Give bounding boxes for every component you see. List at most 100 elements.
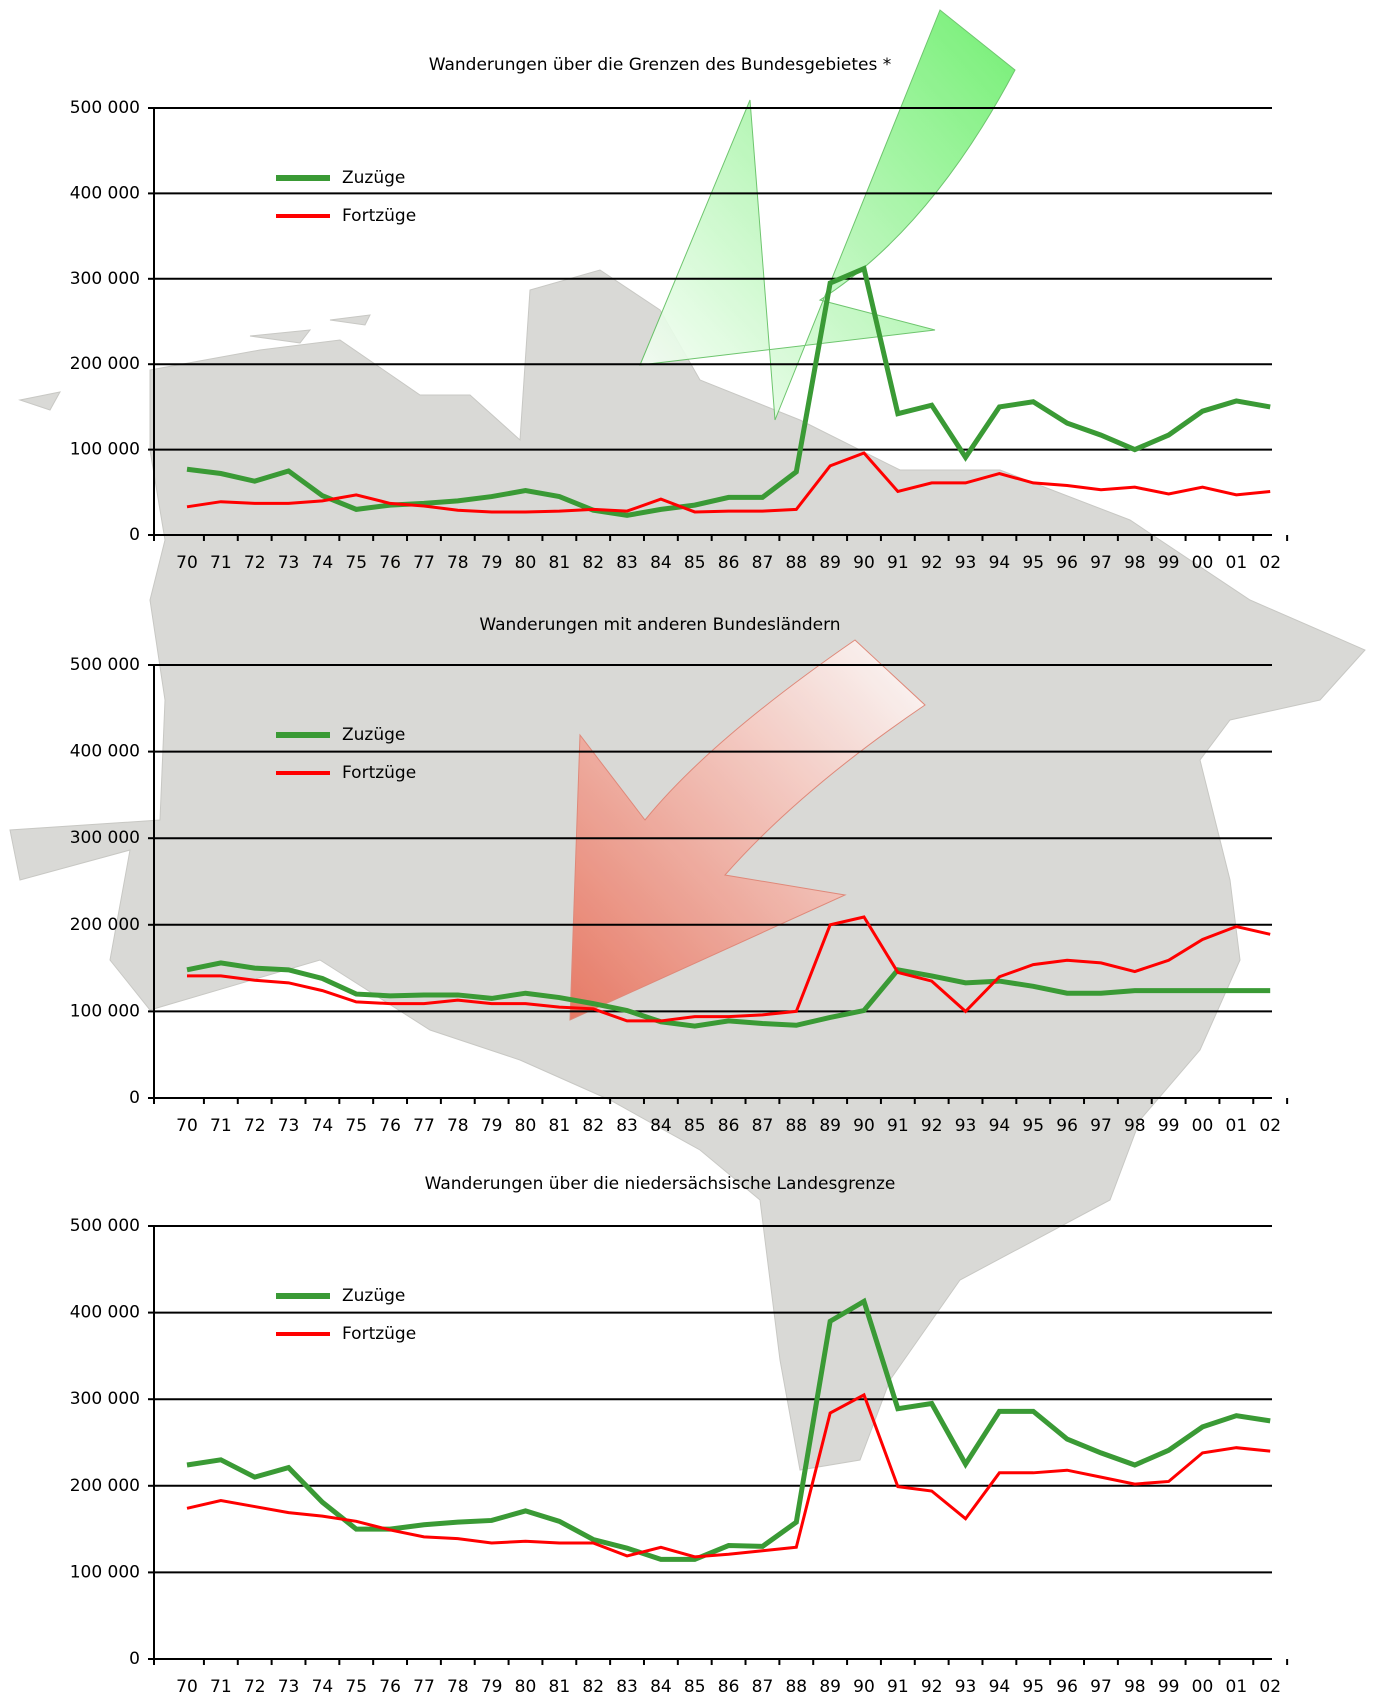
x-tick-label: 70 — [176, 1677, 198, 1697]
x-tick-label: 86 — [718, 1677, 740, 1697]
y-tick-label: 500 000 — [70, 98, 140, 118]
y-tick-label: 300 000 — [70, 269, 140, 289]
x-tick-label: 83 — [616, 553, 638, 573]
x-tick-label: 89 — [819, 553, 841, 573]
x-tick-label: 72 — [244, 553, 266, 573]
data-line — [186, 960, 1271, 1029]
data-line — [186, 265, 1271, 518]
y-tick-label: 500 000 — [70, 1216, 140, 1236]
x-tick-label: 85 — [684, 553, 706, 573]
y-tick-label: 400 000 — [70, 742, 140, 762]
y-tick-label: 400 000 — [70, 1303, 140, 1323]
x-tick-label: 86 — [718, 553, 740, 573]
x-tick-label: 98 — [1124, 553, 1146, 573]
x-tick-label: 74 — [312, 553, 334, 573]
x-tick-label: 96 — [1056, 1116, 1078, 1136]
x-tick-label: 88 — [785, 1116, 807, 1136]
x-tick-label: 02 — [1259, 1677, 1281, 1697]
x-tick-label: 79 — [481, 553, 503, 573]
x-tick-label: 70 — [176, 553, 198, 573]
legend-label: Zuzüge — [342, 725, 405, 745]
legend-label: Zuzüge — [342, 168, 405, 188]
x-tick-label: 71 — [210, 553, 232, 573]
data-line — [187, 915, 1271, 1023]
x-tick-label: 80 — [515, 1677, 537, 1697]
legend-label: Fortzüge — [342, 206, 416, 226]
x-tick-label: 72 — [244, 1677, 266, 1697]
x-tick-label: 02 — [1259, 553, 1281, 573]
y-tick-label: 0 — [129, 1088, 140, 1108]
x-tick-label: 98 — [1124, 1116, 1146, 1136]
y-tick-label: 200 000 — [70, 1476, 140, 1496]
y-tick-label: 300 000 — [70, 1389, 140, 1409]
data-line — [186, 1297, 1271, 1562]
x-tick-label: 91 — [887, 553, 909, 573]
green-arrow — [639, 9, 1016, 421]
x-tick-label: 94 — [989, 1677, 1011, 1697]
x-tick-label: 99 — [1158, 1677, 1180, 1697]
x-tick-label: 94 — [989, 553, 1011, 573]
x-tick-label: 93 — [955, 553, 977, 573]
x-tick-label: 83 — [616, 1677, 638, 1697]
y-tick-label: 300 000 — [70, 828, 140, 848]
x-tick-label: 93 — [955, 1677, 977, 1697]
x-tick-label: 91 — [887, 1116, 909, 1136]
y-tick-label: 100 000 — [70, 1562, 140, 1582]
x-tick-label: 88 — [785, 553, 807, 573]
x-tick-label: 74 — [312, 1116, 334, 1136]
x-tick-label: 78 — [447, 1677, 469, 1697]
x-tick-label: 74 — [312, 1677, 334, 1697]
x-tick-label: 82 — [582, 1116, 604, 1136]
chart-title: Wanderungen mit anderen Bundesländern — [479, 615, 840, 635]
y-tick-label: 400 000 — [70, 183, 140, 203]
x-tick-label: 99 — [1158, 1116, 1180, 1136]
x-tick-label: 77 — [413, 1677, 435, 1697]
x-tick-label: 87 — [752, 1116, 774, 1136]
x-tick-label: 87 — [752, 1677, 774, 1697]
x-tick-label: 96 — [1056, 553, 1078, 573]
x-tick-label: 73 — [278, 1677, 300, 1697]
x-tick-label: 82 — [582, 1677, 604, 1697]
x-tick-label: 00 — [1192, 553, 1214, 573]
x-tick-label: 78 — [447, 1116, 469, 1136]
x-tick-label: 85 — [684, 1116, 706, 1136]
y-tick-label: 200 000 — [70, 354, 140, 374]
x-tick-label: 98 — [1124, 1677, 1146, 1697]
x-tick-label: 71 — [210, 1116, 232, 1136]
x-tick-label: 00 — [1192, 1116, 1214, 1136]
x-tick-label: 01 — [1226, 553, 1248, 573]
x-tick-label: 89 — [819, 1116, 841, 1136]
x-tick-label: 84 — [650, 553, 672, 573]
x-tick-label: 90 — [853, 553, 875, 573]
x-tick-label: 73 — [278, 1116, 300, 1136]
x-tick-label: 92 — [921, 1116, 943, 1136]
x-tick-label: 97 — [1090, 1116, 1112, 1136]
x-tick-label: 00 — [1192, 1677, 1214, 1697]
legend-label: Zuzüge — [342, 1286, 405, 1306]
x-tick-label: 94 — [989, 1116, 1011, 1136]
x-tick-label: 92 — [921, 553, 943, 573]
x-tick-label: 84 — [650, 1116, 672, 1136]
x-tick-label: 96 — [1056, 1677, 1078, 1697]
x-tick-label: 01 — [1226, 1116, 1248, 1136]
x-tick-label: 81 — [549, 553, 571, 573]
x-tick-label: 90 — [853, 1116, 875, 1136]
x-tick-label: 76 — [379, 553, 401, 573]
x-tick-label: 80 — [515, 1116, 537, 1136]
x-tick-label: 75 — [345, 1116, 367, 1136]
y-tick-label: 200 000 — [70, 915, 140, 935]
chart-title: Wanderungen über die Grenzen des Bundesg… — [429, 55, 891, 75]
x-tick-label: 95 — [1022, 553, 1044, 573]
x-tick-label: 85 — [684, 1677, 706, 1697]
legend-label: Fortzüge — [342, 1324, 416, 1344]
y-tick-label: 100 000 — [70, 1001, 140, 1021]
x-tick-label: 88 — [785, 1677, 807, 1697]
x-tick-label: 01 — [1226, 1677, 1248, 1697]
x-tick-label: 75 — [345, 1677, 367, 1697]
x-tick-label: 89 — [819, 1677, 841, 1697]
x-tick-label: 77 — [413, 1116, 435, 1136]
x-tick-label: 91 — [887, 1677, 909, 1697]
x-tick-label: 73 — [278, 553, 300, 573]
x-tick-label: 93 — [955, 1116, 977, 1136]
